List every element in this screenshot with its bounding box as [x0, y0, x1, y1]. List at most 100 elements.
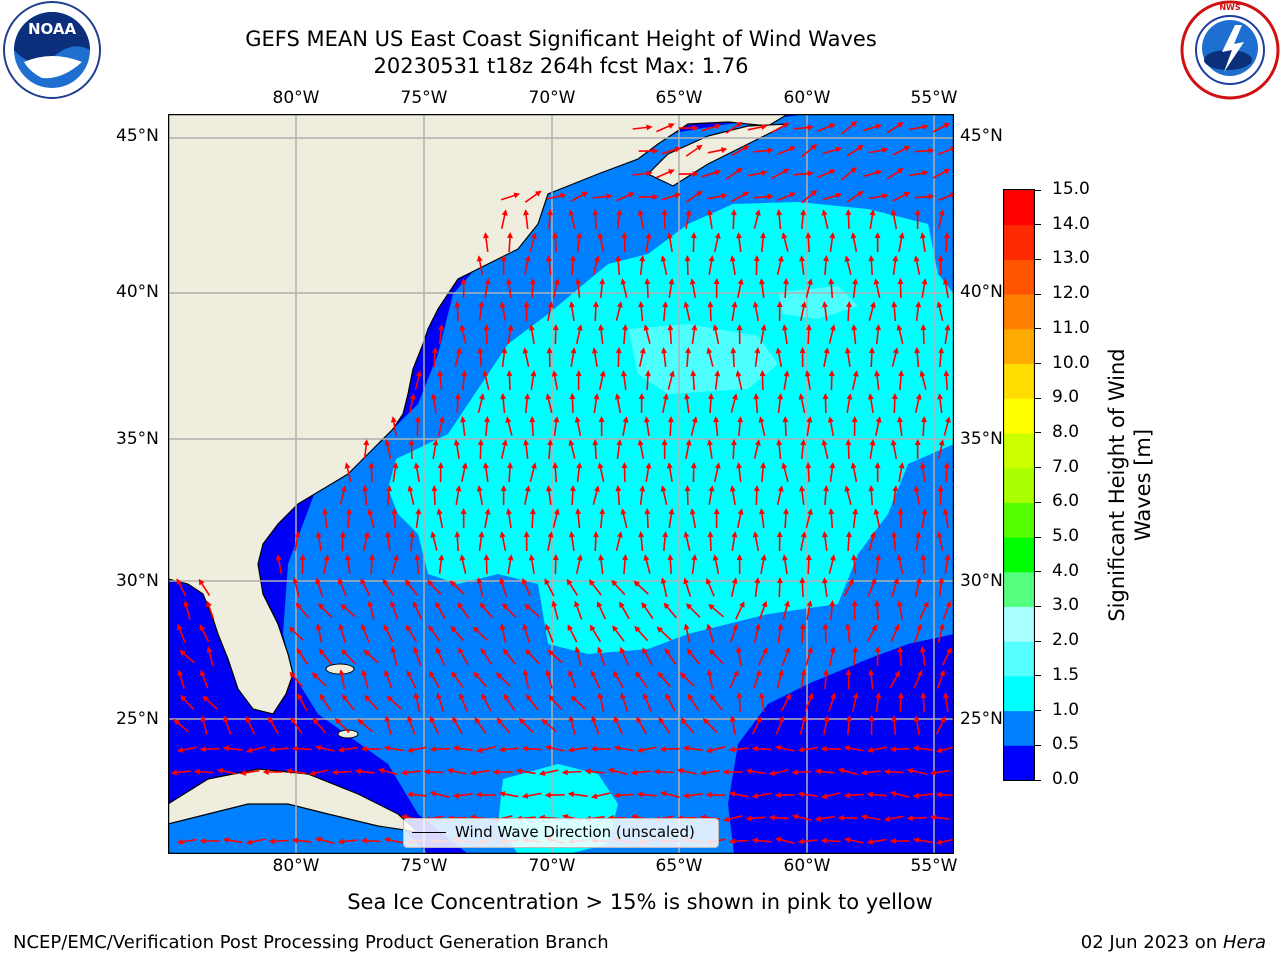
wind-arrow-head: [761, 170, 768, 176]
wind-arrow-head: [499, 531, 506, 538]
colorbar-tick-label: 0.0: [1052, 769, 1080, 789]
wind-arrow-head: [584, 768, 591, 775]
wind-arrow-head: [668, 123, 675, 129]
wind-arrow-head: [199, 746, 206, 753]
wind-arrow-head: [938, 347, 945, 354]
wind-arrow-head: [920, 554, 927, 561]
wind-arrow-head: [805, 462, 812, 469]
wind-arrow-head: [890, 439, 897, 446]
wind-arrow-head: [598, 554, 605, 561]
wind-arrow-head: [315, 577, 321, 585]
wind-arrow-head: [501, 347, 508, 354]
wind-arrow-head: [784, 600, 790, 607]
wind-arrow-head: [644, 278, 651, 285]
wind-arrow-head: [457, 602, 464, 609]
lat-label-right: 40°N: [960, 282, 1003, 302]
wind-arrow-head: [645, 370, 651, 377]
wind-arrow-head: [777, 255, 784, 262]
colorbar-tick-mark: [1035, 571, 1041, 573]
wind-arrow-head: [548, 694, 555, 702]
wind-arrow-head: [664, 647, 671, 655]
wind-arrow-head: [943, 462, 950, 469]
colorbar-segment: [1004, 467, 1034, 503]
wind-arrow-head: [942, 508, 949, 515]
wind-arrow-head: [942, 278, 949, 285]
colorbar-segment: [1004, 537, 1034, 573]
wind-arrow-head: [736, 121, 743, 128]
wind-arrow-head: [524, 485, 531, 492]
wind-arrow-head: [658, 717, 665, 724]
wind-arrow-head: [867, 393, 874, 400]
wind-arrow-head: [714, 169, 722, 176]
wind-arrow-head: [413, 692, 420, 699]
lon-label-bottom: 75°W: [400, 856, 448, 876]
wind-arrow-head: [453, 439, 460, 446]
wind-arrow-head: [745, 815, 752, 822]
wind-arrow-head: [592, 301, 599, 308]
wind-arrow-head: [800, 669, 807, 676]
wind-arrow-head: [437, 370, 444, 377]
wind-arrow-head: [634, 625, 641, 633]
wind-arrow-head: [199, 838, 206, 844]
wind-arrow-head: [898, 370, 904, 377]
wind-arrow-head: [498, 746, 505, 753]
wind-arrow-head: [760, 232, 766, 239]
wind-arrow-head: [646, 124, 653, 131]
wind-arrow-head: [850, 232, 857, 239]
wind-arrow-head: [478, 393, 485, 400]
wind-arrow-head: [937, 255, 944, 261]
wind-arrow-head: [615, 347, 622, 354]
wind-arrow-head: [807, 170, 814, 177]
wind-arrow-head: [622, 416, 629, 423]
wind-arrow-head: [621, 370, 627, 377]
wind-arrow-head: [622, 324, 628, 331]
wind-arrow-head: [552, 462, 559, 469]
wind-arrow-head: [737, 278, 744, 285]
wind-arrow-head: [753, 255, 760, 262]
wind-arrow-head: [413, 646, 419, 654]
wind-arrow-head: [807, 692, 814, 700]
wind-arrow-head: [177, 669, 184, 676]
wind-arrow-head: [429, 670, 435, 678]
wind-arrow-head: [797, 791, 805, 798]
wind-arrow-head: [630, 769, 637, 776]
wind-arrow-head: [636, 747, 644, 753]
map-gridlines: [168, 114, 954, 854]
wind-arrow-head: [341, 649, 348, 656]
wind-arrow-head: [891, 715, 898, 722]
lon-label-top: 70°W: [528, 88, 576, 108]
wind-arrow-head: [268, 716, 274, 724]
wind-arrow-head: [721, 147, 728, 153]
wind-arrow-head: [499, 301, 506, 308]
wind-arrow-head: [315, 836, 322, 843]
wind-arrow-head: [183, 600, 190, 607]
wind-arrow-head: [776, 301, 783, 307]
wind-arrow-head: [943, 232, 950, 239]
wind-arrow-head: [591, 347, 598, 354]
wind-arrow-head: [357, 718, 364, 726]
wind-arrow-head: [569, 301, 575, 308]
wind-arrow-head: [846, 715, 853, 722]
colorbar-tick-label: 0.5: [1052, 734, 1080, 755]
wind-arrow-head: [570, 695, 577, 702]
wind-arrow-head: [920, 232, 926, 239]
wind-arrow-head: [822, 531, 828, 538]
wind-arrow-head: [707, 301, 714, 308]
wind-arrow-head: [340, 485, 347, 492]
wind-arrow-head: [691, 554, 698, 561]
wind-arrow-head: [592, 531, 599, 538]
wind-arrow-head: [912, 745, 920, 752]
wind-arrow-head: [638, 393, 645, 399]
wind-arrow-head: [823, 485, 829, 492]
wind-arrow-head: [761, 124, 768, 130]
wind-arrow-head: [682, 792, 690, 799]
wind-arrow-head: [361, 669, 368, 676]
wind-arrow-head: [729, 485, 736, 492]
wind-arrow-head: [938, 439, 945, 446]
colorbar-tick-mark: [1035, 536, 1041, 538]
wind-arrow-head: [844, 255, 851, 262]
wind-arrow-head: [378, 767, 385, 774]
wind-arrow-head: [645, 232, 652, 239]
wind-arrow-head: [873, 278, 880, 285]
colorbar-tick-label: 7.0: [1052, 456, 1080, 477]
